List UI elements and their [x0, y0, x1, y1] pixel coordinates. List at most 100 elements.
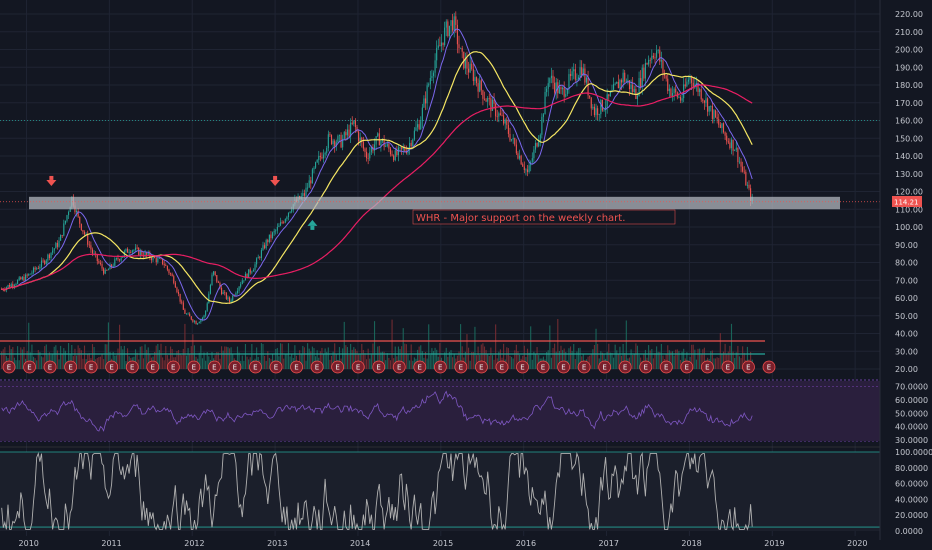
volume-bar [321, 347, 323, 369]
candle-body [391, 154, 393, 156]
candle-body [705, 98, 707, 103]
candle-body [28, 273, 30, 276]
candle-body [453, 16, 455, 31]
rsi-line [1, 390, 753, 432]
volume-bar [592, 349, 594, 369]
volume-bar [444, 352, 446, 369]
price-tick-label: 50.00 [895, 312, 918, 321]
volume-bar [260, 343, 262, 369]
price-tick-label: 130.00 [895, 170, 923, 179]
volume-bar [485, 349, 487, 369]
candle-body [738, 161, 741, 163]
candle-body [83, 231, 86, 235]
volume-bar [364, 353, 366, 369]
earnings-marker [290, 360, 303, 374]
candle-body [404, 148, 406, 152]
volume-bar [205, 360, 207, 369]
candle-body [445, 21, 447, 28]
candle-body [432, 72, 435, 77]
stochastic-tick-label: 80.0000 [895, 464, 928, 473]
volume-bar [74, 348, 76, 369]
current-price-value: 114.21 [894, 199, 919, 207]
volume-bar [338, 347, 341, 369]
earnings-marker [680, 360, 694, 374]
candle-body [499, 113, 501, 115]
earnings-marker [166, 360, 180, 374]
candle-body [48, 254, 51, 259]
volume-bar [99, 356, 102, 369]
candle-body [335, 142, 337, 147]
candle-body [654, 57, 656, 59]
volume-bar [251, 343, 253, 369]
volume-bar [326, 351, 328, 369]
volume-bar [421, 351, 423, 369]
candle-body [133, 249, 135, 251]
volume-bar [316, 350, 318, 369]
candle-body [480, 80, 482, 91]
stochastic-tick-label: 20.0000 [895, 511, 928, 520]
candle-body [729, 142, 731, 149]
candle-body [474, 77, 476, 82]
candle-body [509, 133, 511, 141]
candle-body [185, 313, 188, 315]
volume-bar [724, 343, 726, 369]
volume-bar [515, 344, 517, 369]
candle-body [440, 42, 443, 47]
volume-bar [343, 321, 345, 369]
signal-arrow-down [273, 175, 278, 180]
volume-bar [68, 343, 70, 369]
volume-bar [21, 349, 23, 369]
candle-body [334, 140, 336, 147]
volume-bar [377, 346, 379, 369]
candle-body [732, 139, 734, 151]
candle-body [619, 79, 621, 89]
time-tick-label: 2011 [101, 539, 121, 548]
volume-bar [595, 328, 597, 369]
volume-bar [244, 343, 247, 369]
candle-body [737, 147, 739, 162]
candle-body [158, 258, 160, 260]
volume-bar [475, 355, 478, 369]
candle-body [590, 97, 592, 109]
volume-bar [308, 348, 310, 369]
candle-body [475, 77, 478, 84]
volume-bar [426, 358, 428, 369]
price-tick-label: 90.00 [895, 241, 918, 250]
candle-body [163, 264, 165, 266]
volume-bar [700, 354, 702, 369]
time-tick-label: 2015 [433, 539, 453, 548]
candle-body [504, 119, 506, 124]
volume-bar [636, 345, 639, 369]
candle-body [695, 83, 697, 85]
candle-body [162, 258, 164, 265]
candle-body [424, 98, 427, 104]
volume-bar [750, 351, 752, 369]
volume-bar [60, 345, 62, 369]
volume-bar [123, 345, 125, 369]
candle-body [450, 20, 452, 26]
volume-bar [366, 359, 368, 369]
stochastic-pane [0, 451, 880, 531]
earnings-marker-label: E [746, 364, 750, 372]
earnings-marker-label: E [685, 364, 689, 372]
candle-body [554, 82, 556, 93]
volume-bar [589, 355, 591, 369]
price-tick-label: 100.00 [895, 223, 923, 232]
volume-bar [727, 351, 729, 369]
candle-body [608, 94, 610, 97]
candles [1, 11, 753, 325]
volume-bar [651, 348, 653, 369]
candle-body [370, 147, 372, 153]
volume-bar [394, 346, 396, 369]
candle-body [286, 217, 288, 220]
volume-bar [23, 346, 25, 369]
candle-body [111, 264, 113, 267]
candle-body [327, 134, 329, 148]
candle-body [181, 301, 183, 303]
candle-body [52, 250, 54, 253]
signal-arrow-up [310, 225, 315, 230]
candle-body [444, 27, 446, 46]
volume-bar [445, 347, 447, 369]
candle-body [566, 88, 568, 95]
